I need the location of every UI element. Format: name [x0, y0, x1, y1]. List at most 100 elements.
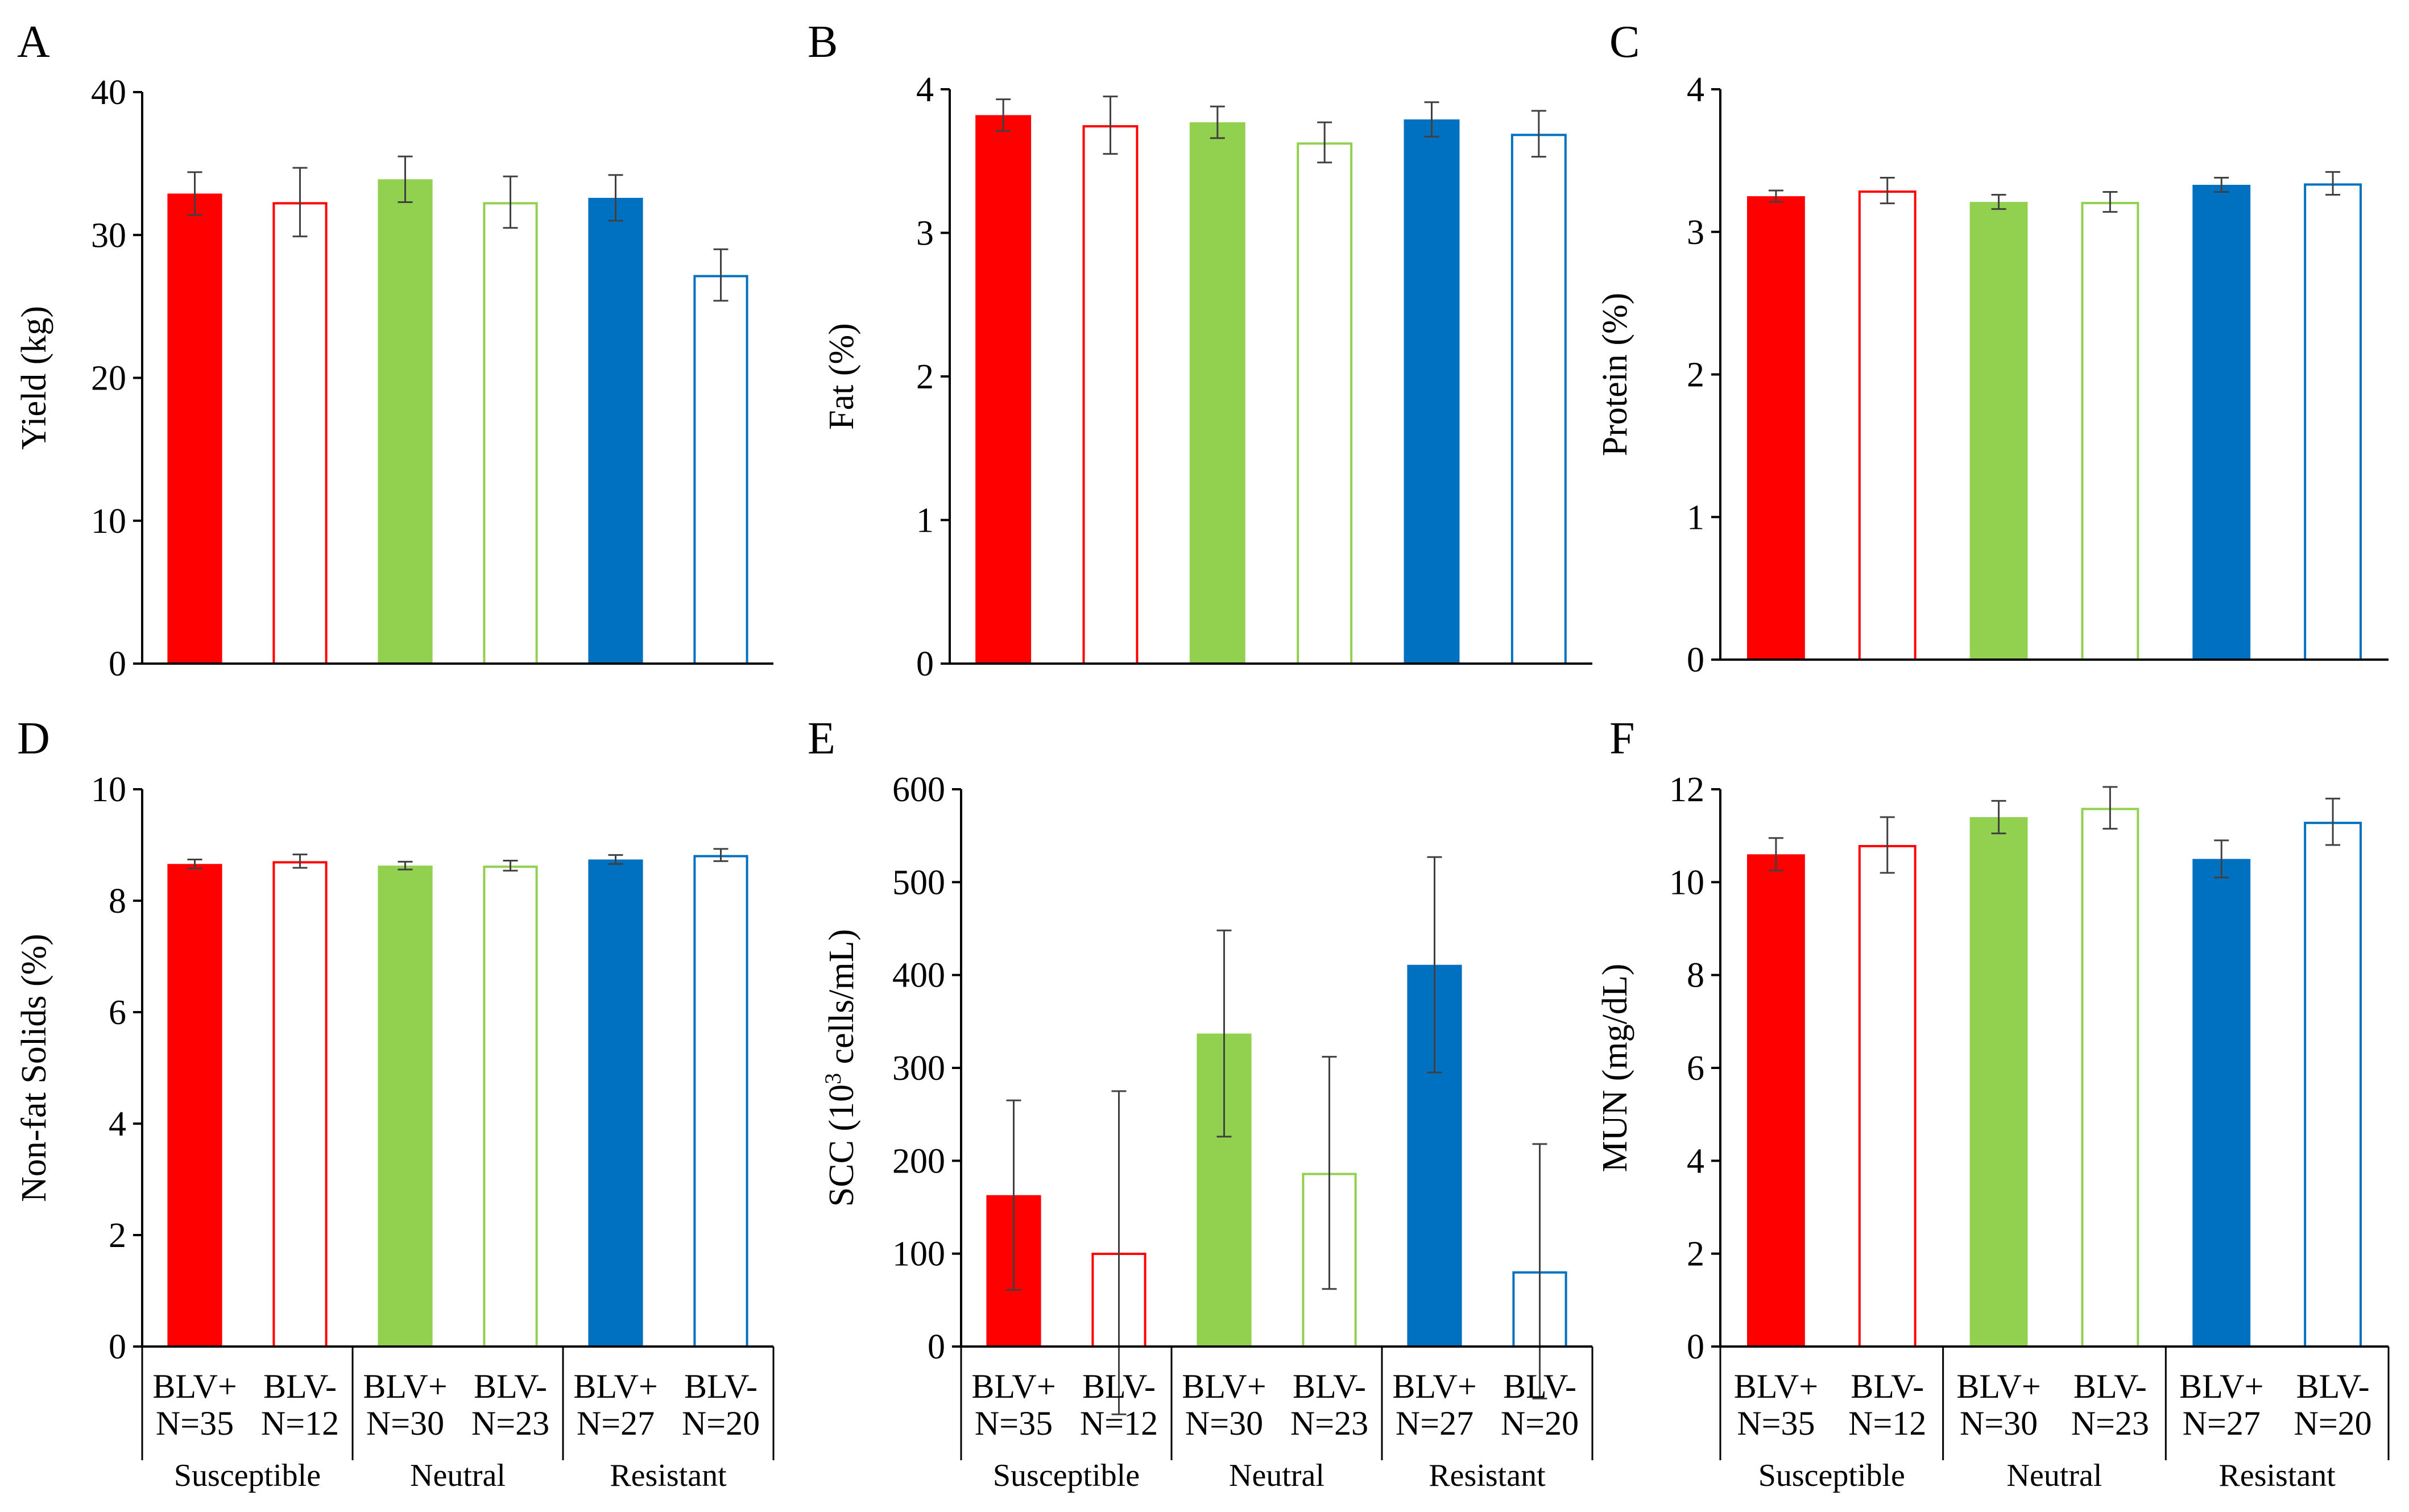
category-label: BLV-	[1851, 1368, 1924, 1405]
bar	[1404, 119, 1460, 664]
sample-size-label: N=30	[1185, 1405, 1263, 1442]
sample-size-label: N=27	[2183, 1405, 2261, 1442]
bar	[588, 859, 643, 1347]
y-tick-label: 600	[892, 771, 945, 809]
y-tick-label: 2	[916, 358, 934, 396]
y-tick-label: 10	[1669, 863, 1704, 902]
category-label: BLV+	[1182, 1368, 1266, 1405]
y-tick-label: 8	[1687, 956, 1704, 995]
bar	[1297, 142, 1353, 665]
y-tick-label: 2	[1687, 1235, 1704, 1274]
sample-size-label: N=27	[577, 1405, 655, 1442]
category-label: BLV+	[363, 1368, 447, 1405]
sample-size-label: N=35	[1737, 1405, 1815, 1442]
y-tick-label: 6	[109, 993, 126, 1032]
y-tick-label: 3	[1687, 213, 1704, 252]
panel-c: C 0 1 2 3 4 Protein (%)	[1596, 17, 2389, 680]
sample-size-label: N=12	[1080, 1405, 1158, 1442]
sample-size-label: N=12	[1848, 1405, 1926, 1442]
group-label: Neutral	[410, 1458, 506, 1493]
y-axis-title: SCC (103 cells/mL)	[820, 929, 861, 1207]
category-label: BLV+	[152, 1368, 237, 1405]
sample-size-label: N=20	[1501, 1405, 1579, 1442]
category-label: BLV-	[1293, 1368, 1366, 1405]
bar	[483, 865, 538, 1348]
y-axis-title: Yield (kg)	[15, 306, 53, 450]
category-label: BLV+	[2179, 1368, 2263, 1405]
category-label: BLV+	[1392, 1368, 1476, 1405]
bar	[1969, 817, 2028, 1347]
y-axis-title: Non-fat Solids (%)	[15, 934, 53, 1202]
y-tick-label: 0	[109, 1328, 126, 1366]
y-axis-title-tail: cells/mL)	[822, 929, 861, 1073]
sample-size-label: N=20	[2294, 1405, 2371, 1442]
y-tick-label: 30	[91, 216, 126, 255]
sample-size-label: N=23	[2071, 1405, 2149, 1442]
y-tick-label: 20	[91, 359, 126, 398]
sample-size-label: N=35	[156, 1405, 234, 1442]
y-tick-label: 0	[916, 645, 934, 683]
group-label: Neutral	[1229, 1458, 1324, 1493]
group-label: Resistant	[2219, 1458, 2336, 1493]
y-tick-label: 1	[916, 502, 934, 540]
group-label: Susceptible	[993, 1458, 1140, 1493]
group-label: Resistant	[610, 1458, 727, 1493]
category-label: BLV+	[971, 1368, 1056, 1405]
sample-size-label: N=23	[471, 1405, 549, 1442]
y-tick-label: 12	[1669, 771, 1704, 809]
bar	[272, 861, 328, 1348]
panel-b: B 0 1 2 3 4 Fat (%)	[808, 17, 1592, 683]
sample-size-label: N=27	[1396, 1405, 1473, 1442]
bar	[2081, 807, 2139, 1348]
category-label: BLV-	[263, 1368, 337, 1405]
bar	[588, 197, 643, 664]
sample-size-label: N=12	[261, 1405, 339, 1442]
panel-letter: E	[808, 714, 835, 764]
y-tick-label: 3	[916, 214, 934, 253]
y-tick-label: 4	[1687, 71, 1704, 109]
category-label: BLV-	[684, 1368, 758, 1405]
bar	[1189, 122, 1245, 664]
bar	[693, 855, 748, 1348]
bar	[378, 865, 433, 1347]
y-tick-label: 300	[892, 1049, 945, 1088]
panel-e: E 0 100 200 300 400 500 600 SCC (103 cells/mL) BL…	[808, 714, 1593, 1493]
category-label: BLV-	[2073, 1368, 2147, 1405]
sample-size-label: N=30	[1960, 1405, 2038, 1442]
panel-letter: A	[17, 17, 50, 67]
panel-letter: B	[808, 17, 838, 67]
y-tick-label: 0	[1687, 1328, 1704, 1366]
y-tick-label: 200	[892, 1142, 945, 1180]
y-tick-label: 100	[892, 1235, 945, 1274]
y-tick-label: 0	[109, 645, 126, 683]
sample-size-label: N=20	[682, 1405, 760, 1442]
y-tick-label: 10	[91, 502, 126, 541]
y-tick-label: 4	[109, 1105, 126, 1144]
category-label: BLV-	[1082, 1368, 1156, 1405]
panel-letter: F	[1609, 714, 1635, 764]
bar	[2192, 859, 2251, 1347]
y-tick-label: 10	[91, 771, 126, 809]
bar	[1510, 134, 1567, 665]
y-axis-title: Fat (%)	[822, 323, 861, 430]
y-tick-label: 2	[109, 1216, 126, 1255]
bar	[2081, 202, 2139, 661]
panel-letter: D	[17, 714, 50, 764]
category-label: BLV-	[474, 1368, 547, 1405]
bar	[378, 179, 433, 664]
category-label: BLV+	[1734, 1368, 1818, 1405]
y-tick-label: 1	[1687, 498, 1704, 537]
bar	[167, 193, 222, 664]
panel-letter: C	[1609, 17, 1640, 67]
y-axis-title: Protein (%)	[1596, 293, 1634, 457]
y-tick-label: 8	[109, 882, 126, 921]
group-label: Resistant	[1429, 1458, 1546, 1493]
y-tick-label: 400	[892, 956, 945, 995]
bar	[483, 202, 538, 665]
sample-size-label: N=30	[366, 1405, 444, 1442]
category-label: BLV-	[1503, 1368, 1576, 1405]
category-label: BLV-	[2296, 1368, 2370, 1405]
